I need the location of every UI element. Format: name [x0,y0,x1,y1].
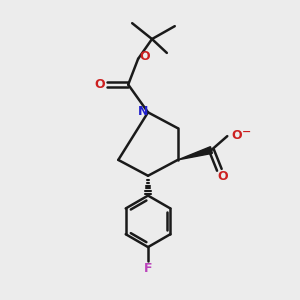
Text: −: − [242,127,251,137]
Text: F: F [144,262,152,275]
Text: O: O [232,129,242,142]
Text: N: N [138,105,148,118]
Text: O: O [217,170,228,183]
Polygon shape [178,147,212,160]
Text: O: O [140,50,150,63]
Text: O: O [94,78,105,91]
